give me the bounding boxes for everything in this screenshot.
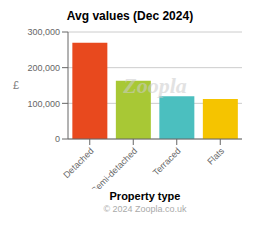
svg-text:Detached: Detached (61, 146, 95, 180)
svg-text:100,000: 100,000 (27, 99, 60, 109)
svg-text:Terraced: Terraced (151, 146, 183, 178)
html-text:© 2024 Zoopla.co.uk: © 2024 Zoopla.co.uk (103, 204, 187, 214)
svg-text:Semi-detached: Semi-detached (89, 146, 139, 189)
svg-text:300,000: 300,000 (27, 27, 60, 37)
svg-text:200,000: 200,000 (27, 63, 60, 73)
html-text:Avg values (Dec 2024): Avg values (Dec 2024) (66, 9, 194, 23)
html-text:Property type: Property type (109, 190, 181, 202)
html-text:Zoopla: Zoopla (123, 72, 187, 98)
svg-text:Flats: Flats (205, 146, 226, 167)
svg-text:£: £ (13, 79, 19, 91)
svg-text:0: 0 (55, 134, 60, 144)
